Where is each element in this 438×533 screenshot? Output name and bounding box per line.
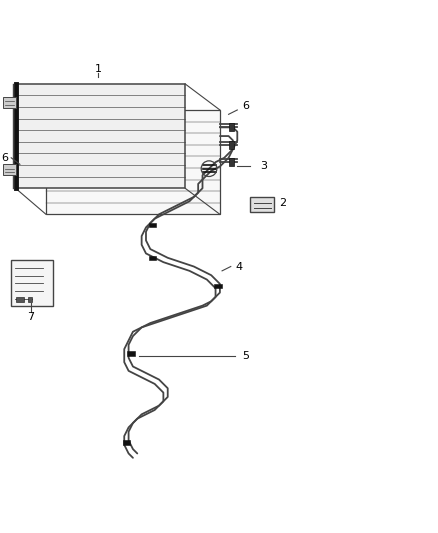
Polygon shape xyxy=(46,110,220,214)
Text: 5: 5 xyxy=(243,351,250,361)
Bar xyxy=(214,284,222,288)
Text: 6: 6 xyxy=(1,153,8,163)
Text: 4: 4 xyxy=(236,262,243,271)
Text: 2: 2 xyxy=(279,198,286,208)
Polygon shape xyxy=(4,164,15,175)
Bar xyxy=(15,297,24,302)
Polygon shape xyxy=(4,97,15,108)
Text: 6: 6 xyxy=(243,101,250,111)
Polygon shape xyxy=(15,84,185,188)
Bar xyxy=(11,260,53,305)
Bar xyxy=(230,158,234,166)
Text: 3: 3 xyxy=(260,161,267,172)
Bar xyxy=(148,256,156,260)
Bar xyxy=(230,124,234,131)
Bar xyxy=(230,141,234,149)
Bar xyxy=(28,297,32,302)
Bar xyxy=(251,197,274,212)
Text: 7: 7 xyxy=(27,311,34,321)
Bar xyxy=(148,223,156,228)
Bar xyxy=(127,351,134,356)
Bar xyxy=(123,440,131,445)
Text: 1: 1 xyxy=(95,63,102,74)
